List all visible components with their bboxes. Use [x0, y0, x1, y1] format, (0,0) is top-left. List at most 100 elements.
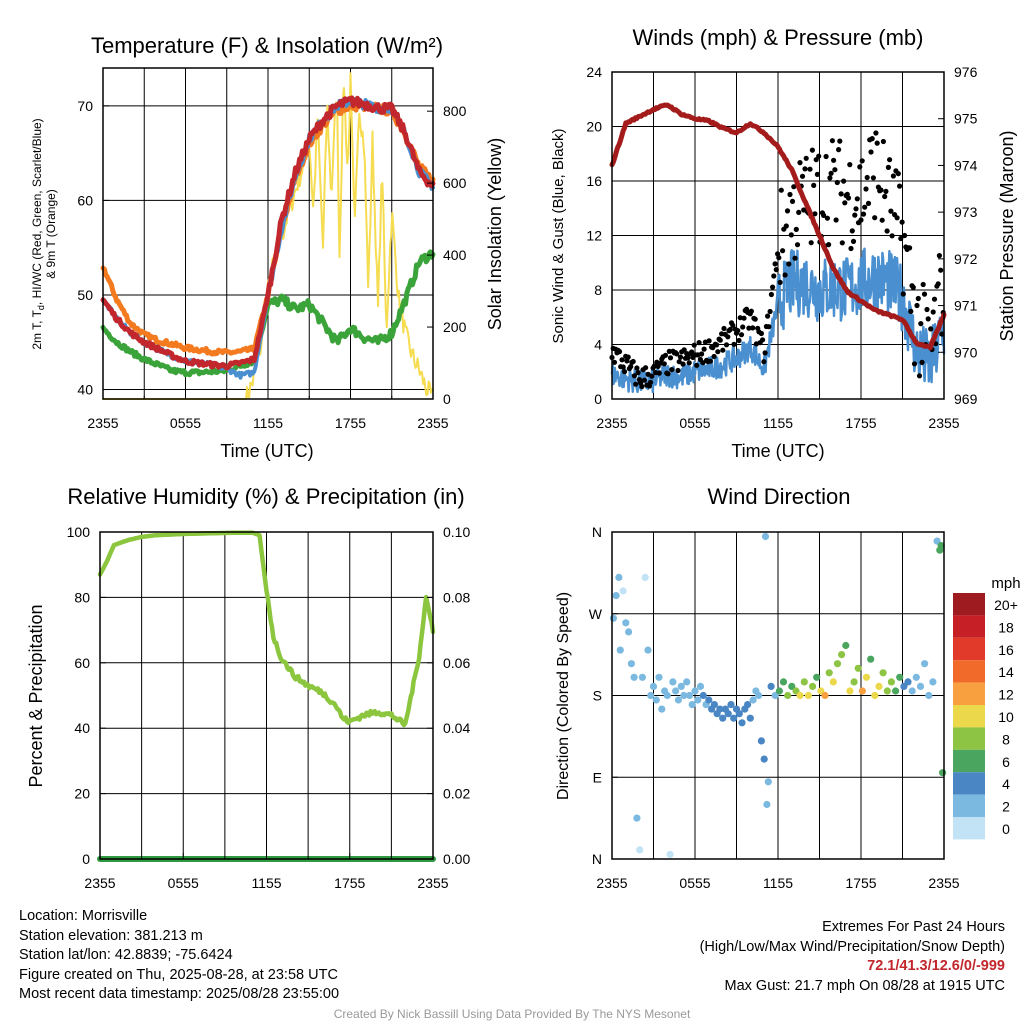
direction-point	[746, 714, 754, 722]
pressure-series	[609, 102, 947, 351]
direction-point	[767, 682, 775, 691]
direction-point	[615, 573, 623, 582]
gust-point	[782, 272, 788, 278]
gust-point	[740, 324, 746, 330]
direction-point	[658, 705, 666, 713]
direction-point	[925, 691, 933, 700]
gust-point	[834, 179, 840, 186]
direction-point	[846, 687, 854, 695]
gust-point	[686, 360, 692, 366]
gust-point	[761, 359, 767, 365]
direction-point	[696, 682, 705, 691]
temperature-xtick-label: 1755	[335, 415, 366, 431]
winds-ylabel: Sonic Wind & Gust (Blue, Black)	[550, 128, 567, 343]
gust-point	[737, 315, 743, 321]
gust-point	[675, 367, 681, 374]
gust-point	[894, 215, 900, 221]
gust-point	[696, 340, 702, 346]
gust-point	[845, 195, 852, 201]
gust-point	[808, 240, 814, 246]
insolation-y2tick-label: 200	[443, 319, 467, 335]
direction-point	[612, 592, 620, 600]
direction-point	[685, 691, 694, 700]
winds-grid	[612, 72, 944, 399]
gust-point	[833, 217, 839, 223]
direction-point	[937, 542, 945, 550]
gust-point	[939, 331, 945, 337]
gust-point	[915, 295, 921, 302]
gust-point	[661, 361, 667, 367]
gust-point	[836, 147, 842, 153]
gust-point	[930, 309, 936, 315]
gust-point	[778, 187, 784, 193]
gust-point	[809, 147, 816, 153]
direction-point	[630, 673, 638, 681]
gust-point	[715, 349, 721, 355]
direction-point	[622, 619, 630, 627]
gust-point	[717, 337, 723, 343]
gust-point	[907, 245, 913, 251]
station-location: Location: Morrisville	[19, 908, 148, 924]
gust-point	[750, 325, 756, 331]
gust-point	[823, 153, 829, 160]
gust-point	[807, 166, 813, 172]
gust-point	[699, 351, 705, 357]
speed-legend-label: 2	[1002, 799, 1010, 815]
gust-point	[821, 212, 827, 218]
direction-point	[724, 710, 732, 718]
temperature-title: Temperature (F) & Insolation (W/m²)	[91, 33, 443, 58]
precipitation-y2tick-label: 0.00	[443, 851, 470, 867]
winds-ytick-label: 12	[586, 228, 602, 244]
direction-point	[625, 628, 633, 636]
gust-point	[858, 217, 864, 223]
direction-point	[875, 682, 883, 691]
gust-point	[911, 361, 918, 367]
gust-point	[898, 235, 904, 242]
direction-point	[887, 678, 896, 686]
extremes-subtitle: (High/Low/Max Wind/Precipitation/Snow De…	[699, 938, 1005, 955]
gust-point	[630, 358, 636, 365]
direction-point	[609, 614, 618, 622]
gust-point	[887, 157, 893, 163]
direction-point	[912, 673, 920, 681]
wind-speed-series	[610, 247, 946, 394]
speed-legend-swatch	[953, 660, 985, 683]
winds-ytick-label: 20	[586, 119, 602, 135]
direction-point	[683, 678, 691, 686]
extremes-title: Extremes For Past 24 Hours	[822, 919, 1005, 935]
gust-point	[838, 191, 844, 197]
gust-point	[910, 284, 916, 290]
direction-point	[788, 682, 796, 691]
direction-point	[652, 696, 660, 704]
speed-legend-unit: mph	[991, 575, 1020, 592]
gust-point	[931, 296, 938, 302]
gust-point	[852, 212, 858, 218]
direction-point	[680, 691, 688, 700]
gust-point	[873, 130, 879, 136]
direction-point	[755, 691, 763, 700]
pressure-y2tick-label: 975	[954, 111, 978, 127]
extremes-values: 72.1/41.3/12.6/0/-999	[867, 958, 1005, 974]
gust-point	[889, 233, 895, 239]
gust-point	[792, 255, 798, 261]
gust-point	[935, 281, 941, 287]
recent-timestamp: Most recent data timestamp: 2025/08/28 2…	[19, 986, 340, 1002]
humidity-ticks: 2355 0555 1155 1755 2355 0 20 40 60 80 100 0.00 0.02…	[67, 524, 471, 891]
direction-point	[688, 701, 696, 709]
gust-point	[616, 349, 623, 355]
max-gust: Max Gust: 21.7 mph On 08/28 at 1915 UTC	[724, 977, 1005, 994]
wind-direction-ytick-label: S	[593, 688, 602, 704]
speed-legend-swatch	[953, 682, 985, 705]
temperature-ytick-label: 70	[77, 98, 93, 114]
gust-point	[611, 359, 618, 365]
direction-point	[761, 532, 770, 541]
insolation-y2tick-label: 0	[443, 391, 451, 407]
wind-direction-xtick-label: 2355	[928, 875, 959, 891]
humidity-xtick-label: 0555	[168, 875, 199, 891]
gust-point	[788, 232, 794, 238]
gust-point	[812, 211, 818, 217]
temperature-series	[100, 95, 436, 380]
gust-point	[897, 183, 903, 189]
direction-point	[727, 701, 735, 709]
speed-legend-swatch	[953, 817, 985, 840]
